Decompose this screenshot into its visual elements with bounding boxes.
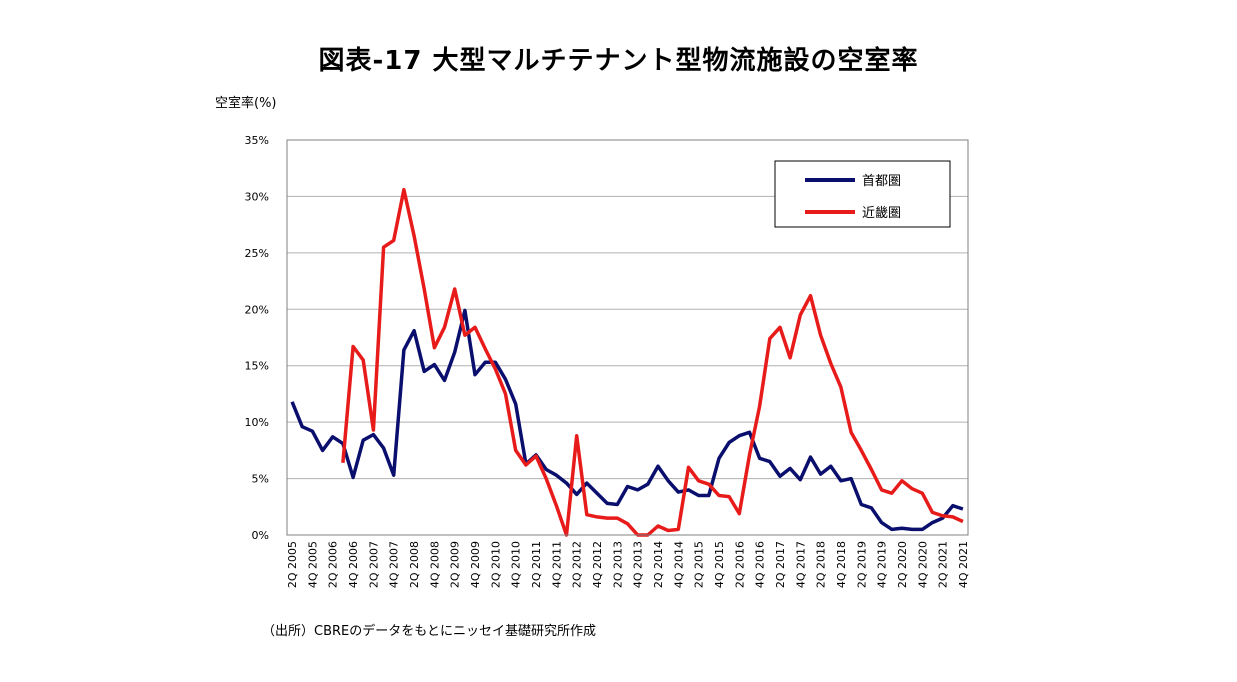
- x-tick-label: 4Q 2011: [550, 541, 563, 588]
- x-tick-label: 4Q 2016: [754, 541, 767, 588]
- x-tick-label: 4Q 2009: [469, 541, 482, 588]
- x-tick-label: 2Q 2016: [733, 541, 746, 588]
- x-tick-label: 2Q 2007: [367, 541, 380, 588]
- y-tick-label: 20%: [245, 303, 269, 316]
- x-axis-ticks: 2Q 2005 4Q 2005 2Q 2006 4Q 2006 2Q 2007 4Q 20…: [286, 541, 970, 588]
- x-tick-label: 4Q 2018: [835, 541, 848, 588]
- legend: 首都圏 近畿圏: [774, 160, 951, 228]
- x-tick-label: 2Q 2005: [286, 541, 299, 588]
- x-tick-label: 4Q 2020: [916, 541, 929, 588]
- chart-title: 図表-17 大型マルチテナント型物流施設の空室率: [318, 46, 919, 76]
- y-tick-label: 25%: [245, 247, 269, 260]
- y-tick-label: 35%: [245, 134, 269, 147]
- y-tick-label: 5%: [252, 473, 269, 486]
- x-tick-label: 2Q 2018: [815, 541, 828, 588]
- x-tick-label: 2Q 2013: [611, 541, 624, 588]
- legend-label-tokyo: 首都圏: [862, 174, 901, 189]
- x-tick-label: 2Q 2015: [693, 541, 706, 588]
- x-tick-label: 4Q 2006: [347, 541, 360, 588]
- legend-label-kinki: 近畿圏: [862, 206, 901, 221]
- x-tick-label: 4Q 2014: [672, 541, 685, 588]
- x-tick-label: 4Q 2015: [713, 541, 726, 588]
- x-tick-label: 4Q 2021: [957, 541, 970, 588]
- x-tick-label: 2Q 2008: [408, 541, 421, 588]
- y-tick-label: 15%: [245, 360, 269, 373]
- x-tick-label: 2Q 2020: [896, 541, 909, 588]
- x-tick-label: 4Q 2010: [510, 541, 523, 588]
- series-lines: [290, 187, 964, 537]
- x-tick-label: 2Q 2019: [855, 541, 868, 588]
- series-line-tokyo: [290, 308, 964, 532]
- series-line-kinki: [341, 187, 964, 537]
- legend-box: [774, 160, 951, 228]
- plot-frame: [286, 139, 969, 536]
- gridlines: [287, 195, 968, 480]
- x-tick-label: 2Q 2017: [774, 541, 787, 588]
- x-tick-label: 4Q 2013: [632, 541, 645, 588]
- y-tick-label: 0%: [252, 529, 269, 542]
- x-tick-label: 2Q 2006: [327, 541, 340, 588]
- x-tick-label: 2Q 2009: [449, 541, 462, 588]
- x-tick-label: 2Q 2010: [489, 541, 502, 588]
- x-tick-label: 2Q 2014: [652, 541, 665, 588]
- x-tick-label: 2Q 2021: [937, 541, 950, 588]
- y-tick-label: 10%: [245, 416, 269, 429]
- y-axis-label: 空室率(%): [215, 96, 277, 111]
- x-tick-label: 4Q 2012: [591, 541, 604, 588]
- x-tick-label: 4Q 2017: [794, 541, 807, 588]
- x-tick-label: 4Q 2008: [428, 541, 441, 588]
- y-tick-label: 30%: [245, 190, 269, 203]
- x-tick-label: 2Q 2011: [530, 541, 543, 588]
- x-tick-label: 4Q 2005: [306, 541, 319, 588]
- x-tick-label: 2Q 2012: [571, 541, 584, 588]
- x-tick-label: 4Q 2007: [388, 541, 401, 588]
- source-note: （出所）CBREのデータをもとにニッセイ基礎研究所作成: [262, 624, 596, 639]
- y-axis-ticks: 0% 5% 10% 15% 20% 25% 30% 35%: [245, 134, 269, 542]
- x-tick-label: 4Q 2019: [876, 541, 889, 588]
